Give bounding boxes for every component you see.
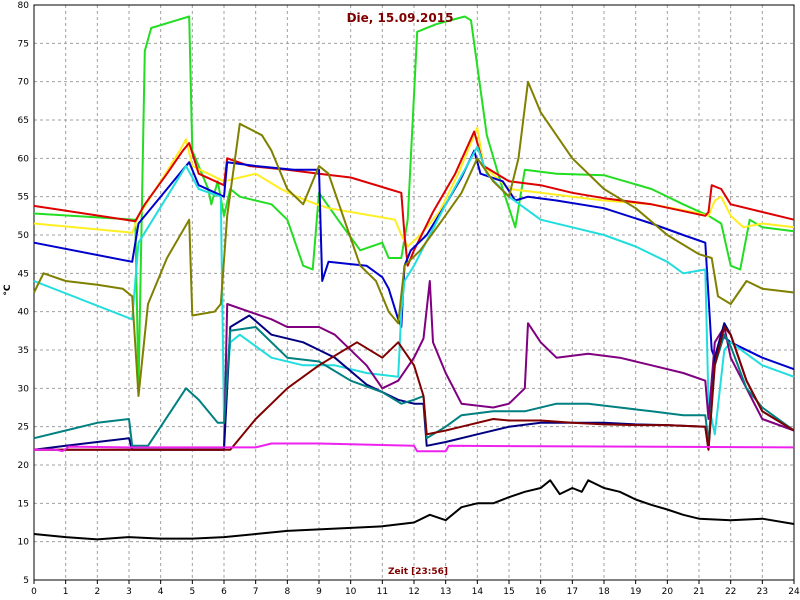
y-tick-label: 45 <box>18 269 29 279</box>
x-tick-label: 20 <box>662 587 674 597</box>
series-line-5 <box>33 145 795 436</box>
y-tick-label: 60 <box>18 154 30 164</box>
y-tick-label: 50 <box>18 231 30 241</box>
x-tick-label: 0 <box>31 587 37 597</box>
series-line-4 <box>33 149 795 371</box>
x-tick-label: 4 <box>158 587 164 597</box>
y-tick-label: 70 <box>18 78 30 88</box>
y-tick-label: 75 <box>18 39 29 49</box>
series-line-9 <box>33 326 795 447</box>
x-tick-label: 10 <box>345 587 357 597</box>
x-axis-ticks: 0 1 2 3 4 5 6 7 8 9 10 11 12 13 14 15 16 17 18 19 20 21 22 23 24 <box>31 580 800 597</box>
y-tick-label: 10 <box>18 538 30 548</box>
series-line-2 <box>33 126 795 248</box>
x-tick-label: 9 <box>316 587 322 597</box>
series-group <box>33 15 795 541</box>
x-tick-label: 2 <box>94 587 100 597</box>
y-tick-label: 25 <box>18 423 29 433</box>
chart-title: Die, 15.09.2015 <box>347 11 454 25</box>
x-tick-label: 6 <box>221 587 227 597</box>
series-line-7 <box>34 280 795 451</box>
x-tick-label: 11 <box>377 587 388 597</box>
x-axis-label: Zeit [23:56] <box>388 567 448 577</box>
y-axis-label: °C <box>3 284 13 296</box>
series-line-6 <box>33 80 795 397</box>
x-tick-label: 17 <box>567 587 578 597</box>
x-tick-label: 3 <box>126 587 132 597</box>
series-line-11 <box>34 442 795 453</box>
series-line-10 <box>34 326 795 451</box>
y-tick-label: 35 <box>18 346 29 356</box>
y-tick-label: 65 <box>18 116 29 126</box>
x-tick-label: 8 <box>284 587 290 597</box>
x-tick-label: 18 <box>598 587 610 597</box>
x-tick-label: 13 <box>440 587 451 597</box>
x-tick-label: 22 <box>725 587 736 597</box>
x-tick-label: 7 <box>253 587 259 597</box>
y-tick-label: 40 <box>18 308 30 318</box>
y-tick-label: 5 <box>23 576 29 586</box>
y-axis-ticks: 5 10 15 20 25 30 35 40 45 50 55 60 65 70 75 80 <box>18 1 30 586</box>
x-tick-label: 16 <box>535 587 547 597</box>
x-tick-label: 12 <box>408 587 419 597</box>
y-tick-label: 20 <box>18 461 30 471</box>
x-tick-label: 14 <box>472 587 484 597</box>
x-tick-label: 23 <box>757 587 768 597</box>
x-tick-label: 19 <box>630 587 642 597</box>
series-line-12 <box>33 479 795 541</box>
x-tick-label: 15 <box>503 587 514 597</box>
y-tick-label: 55 <box>18 193 29 203</box>
y-tick-label: 30 <box>18 384 30 394</box>
y-tick-label: 80 <box>18 1 30 11</box>
x-tick-label: 5 <box>189 587 195 597</box>
x-tick-label: 1 <box>63 587 69 597</box>
series-line-3 <box>33 130 795 267</box>
x-tick-label: 24 <box>788 587 800 597</box>
x-tick-label: 21 <box>693 587 704 597</box>
y-tick-label: 15 <box>18 499 29 509</box>
series-line-1 <box>33 15 795 390</box>
